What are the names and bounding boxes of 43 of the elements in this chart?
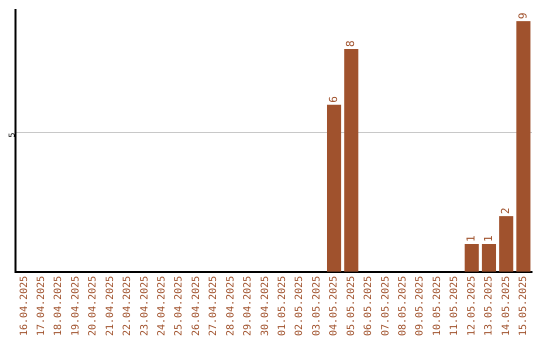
data-label: 6 — [326, 96, 340, 103]
data-label: 1 — [464, 235, 478, 242]
x-tick-label: 20.04.2025 — [88, 276, 99, 336]
x-tick-label: 11.05.2025 — [449, 276, 460, 336]
x-tick-label: 28.04.2025 — [225, 276, 236, 336]
x-tick-label: 01.05.2025 — [277, 276, 288, 336]
x-tick-label: 16.04.2025 — [18, 276, 30, 336]
x-tick-label: 18.04.2025 — [53, 276, 64, 336]
x-tick-label: 30.04.2025 — [260, 276, 271, 336]
bar — [464, 244, 479, 272]
x-tick-label: 09.05.2025 — [414, 276, 426, 336]
bar — [482, 244, 496, 272]
x-tick-label: 05.05.2025 — [346, 276, 357, 336]
bar — [516, 21, 530, 272]
x-tick-label: 22.04.2025 — [122, 276, 134, 336]
x-tick-label: 21.04.2025 — [104, 276, 116, 336]
x-tick-label: 24.04.2025 — [156, 276, 168, 336]
data-label: 8 — [344, 40, 358, 47]
x-tick-label: 19.04.2025 — [70, 276, 82, 336]
bar — [344, 48, 358, 272]
x-tick-label: 07.05.2025 — [380, 276, 392, 336]
data-label: 9 — [516, 12, 530, 20]
x-tick-label: 17.04.2025 — [36, 276, 48, 336]
x-tick-label: 23.04.2025 — [139, 276, 150, 336]
x-tick-label: 14.05.2025 — [500, 276, 512, 336]
x-tick-label: 10.05.2025 — [432, 276, 443, 336]
x-tick-label: 13.05.2025 — [484, 276, 495, 336]
x-tick-label: 26.04.2025 — [190, 276, 202, 336]
data-label: 2 — [499, 207, 512, 214]
x-tick-label: 25.04.2025 — [174, 276, 185, 336]
x-tick-label: 27.04.2025 — [208, 276, 220, 336]
y-tick-label: 5 — [8, 132, 17, 138]
x-tick-label: 08.05.2025 — [397, 276, 408, 336]
x-tick-label: 12.05.2025 — [466, 276, 478, 336]
x-tick-label: 02.05.2025 — [294, 276, 306, 336]
x-tick-label: 06.05.2025 — [363, 276, 374, 336]
data-label: 1 — [482, 235, 495, 242]
bar — [499, 216, 514, 272]
x-tick-label: 15.05.2025 — [518, 276, 529, 336]
x-tick-label: 03.05.2025 — [311, 276, 322, 336]
x-tick-label: 04.05.2025 — [328, 276, 340, 336]
bar — [326, 104, 342, 272]
x-tick-label: 29.04.2025 — [242, 276, 254, 336]
